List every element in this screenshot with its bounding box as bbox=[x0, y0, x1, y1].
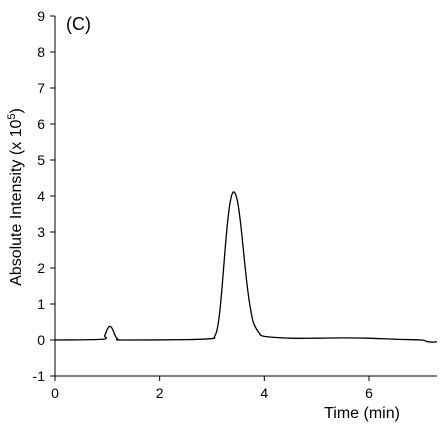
series-line bbox=[54, 191, 438, 343]
y-tick-label: 2 bbox=[37, 260, 45, 276]
y-tick-label: 0 bbox=[37, 332, 45, 348]
y-tick-label: -1 bbox=[33, 368, 46, 384]
x-tick-label: 4 bbox=[260, 385, 268, 401]
y-axis-title-close: ) bbox=[8, 108, 25, 113]
y-tick-label: 4 bbox=[37, 188, 45, 204]
x-tick-label: 0 bbox=[51, 385, 59, 401]
y-tick-label: 1 bbox=[37, 296, 45, 312]
y-tick-label: 3 bbox=[37, 224, 45, 240]
y-axis-title: Absolute Intensity (x 105) bbox=[6, 108, 25, 286]
y-tick-label: 7 bbox=[37, 80, 45, 96]
y-tick-label: 9 bbox=[37, 8, 45, 24]
x-axis-title: Time (min) bbox=[324, 405, 400, 422]
y-tick-label: 5 bbox=[37, 152, 45, 168]
y-tick-label: 6 bbox=[37, 116, 45, 132]
x-tick-label: 6 bbox=[365, 385, 373, 401]
axes bbox=[54, 16, 437, 377]
x-tick-label: 2 bbox=[156, 385, 164, 401]
y-tick-label: 8 bbox=[37, 44, 45, 60]
ticks: -1 0 1 2 3 4 5 6 7 8 9 0 2 4 6 bbox=[33, 8, 374, 401]
y-axis-title-exponent: 5 bbox=[6, 113, 18, 119]
panel-label: (C) bbox=[66, 14, 91, 34]
y-axis-title-main: Absolute Intensity (x 10 bbox=[8, 119, 25, 285]
